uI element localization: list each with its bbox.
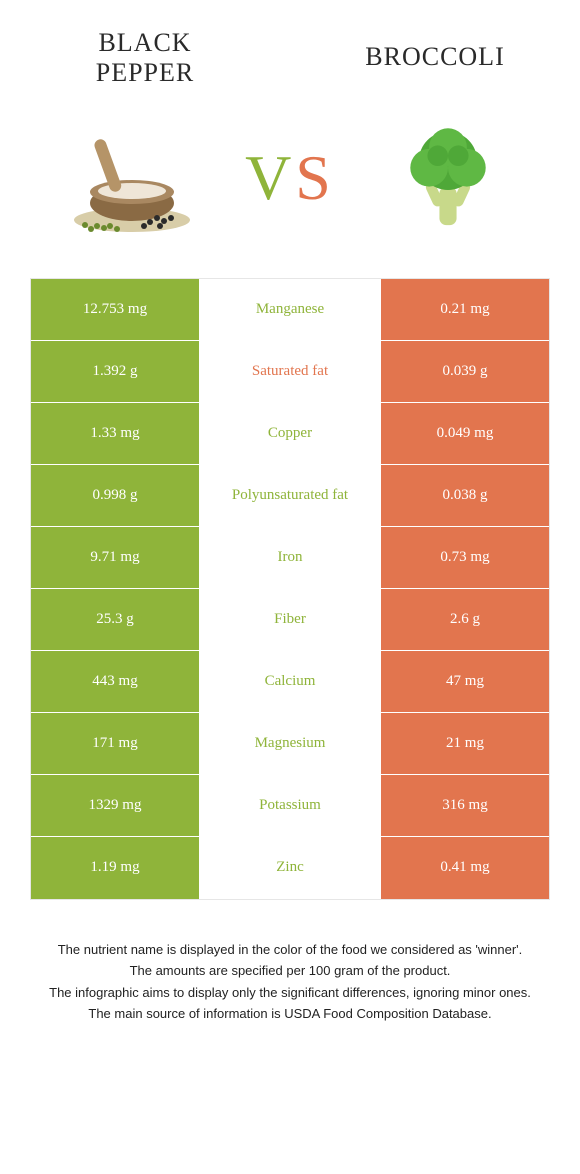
nutrient-name-cell: Iron [201, 527, 379, 588]
nutrient-name-cell: Saturated fat [201, 341, 379, 402]
left-food-title: Black pepper [70, 28, 220, 88]
nutrient-name-cell: Manganese [201, 279, 379, 340]
left-title-line2: pepper [96, 58, 195, 87]
left-value-cell: 171 mg [31, 713, 201, 774]
nutrient-table: 12.753 mgManganese0.21 mg1.392 gSaturate… [30, 278, 550, 900]
left-value-cell: 1.392 g [31, 341, 201, 402]
right-value-cell: 316 mg [379, 775, 549, 836]
right-value-cell: 47 mg [379, 651, 549, 712]
right-value-cell: 0.41 mg [379, 837, 549, 899]
left-value-cell: 1.19 mg [31, 837, 201, 899]
table-row: 0.998 gPolyunsaturated fat0.038 g [31, 465, 549, 527]
nutrient-name-cell: Calcium [201, 651, 379, 712]
vs-s: S [295, 142, 335, 213]
left-value-cell: 12.753 mg [31, 279, 201, 340]
right-food-title: Broccoli [360, 28, 510, 88]
table-row: 1.33 mgCopper0.049 mg [31, 403, 549, 465]
table-row: 443 mgCalcium47 mg [31, 651, 549, 713]
left-value-cell: 1.33 mg [31, 403, 201, 464]
footnote-4: The main source of information is USDA F… [40, 1004, 540, 1024]
left-value-cell: 1329 mg [31, 775, 201, 836]
nutrient-name-cell: Zinc [201, 837, 379, 899]
right-value-cell: 21 mg [379, 713, 549, 774]
table-row: 1.392 gSaturated fat0.039 g [31, 341, 549, 403]
table-row: 25.3 gFiber2.6 g [31, 589, 549, 651]
table-row: 9.71 mgIron0.73 mg [31, 527, 549, 589]
black-pepper-image [62, 108, 202, 248]
right-value-cell: 2.6 g [379, 589, 549, 650]
left-value-cell: 0.998 g [31, 465, 201, 526]
right-value-cell: 0.73 mg [379, 527, 549, 588]
footnote-2: The amounts are specified per 100 gram o… [40, 961, 540, 981]
table-row: 1.19 mgZinc0.41 mg [31, 837, 549, 899]
nutrient-name-cell: Fiber [201, 589, 379, 650]
broccoli-image [378, 108, 518, 248]
left-value-cell: 9.71 mg [31, 527, 201, 588]
images-row: VS [0, 98, 580, 278]
header: Black pepper Broccoli [0, 0, 580, 98]
left-title-line1: Black [98, 28, 191, 57]
vs-v: V [245, 142, 295, 213]
right-value-cell: 0.049 mg [379, 403, 549, 464]
nutrient-name-cell: Potassium [201, 775, 379, 836]
footnotes: The nutrient name is displayed in the co… [40, 940, 540, 1024]
right-value-cell: 0.21 mg [379, 279, 549, 340]
table-row: 12.753 mgManganese0.21 mg [31, 279, 549, 341]
nutrient-name-cell: Magnesium [201, 713, 379, 774]
table-row: 171 mgMagnesium21 mg [31, 713, 549, 775]
vs-label: VS [245, 146, 335, 210]
table-row: 1329 mgPotassium316 mg [31, 775, 549, 837]
nutrient-name-cell: Polyunsaturated fat [201, 465, 379, 526]
left-value-cell: 25.3 g [31, 589, 201, 650]
nutrient-name-cell: Copper [201, 403, 379, 464]
footnote-1: The nutrient name is displayed in the co… [40, 940, 540, 960]
right-value-cell: 0.038 g [379, 465, 549, 526]
left-value-cell: 443 mg [31, 651, 201, 712]
footnote-3: The infographic aims to display only the… [40, 983, 540, 1003]
right-value-cell: 0.039 g [379, 341, 549, 402]
